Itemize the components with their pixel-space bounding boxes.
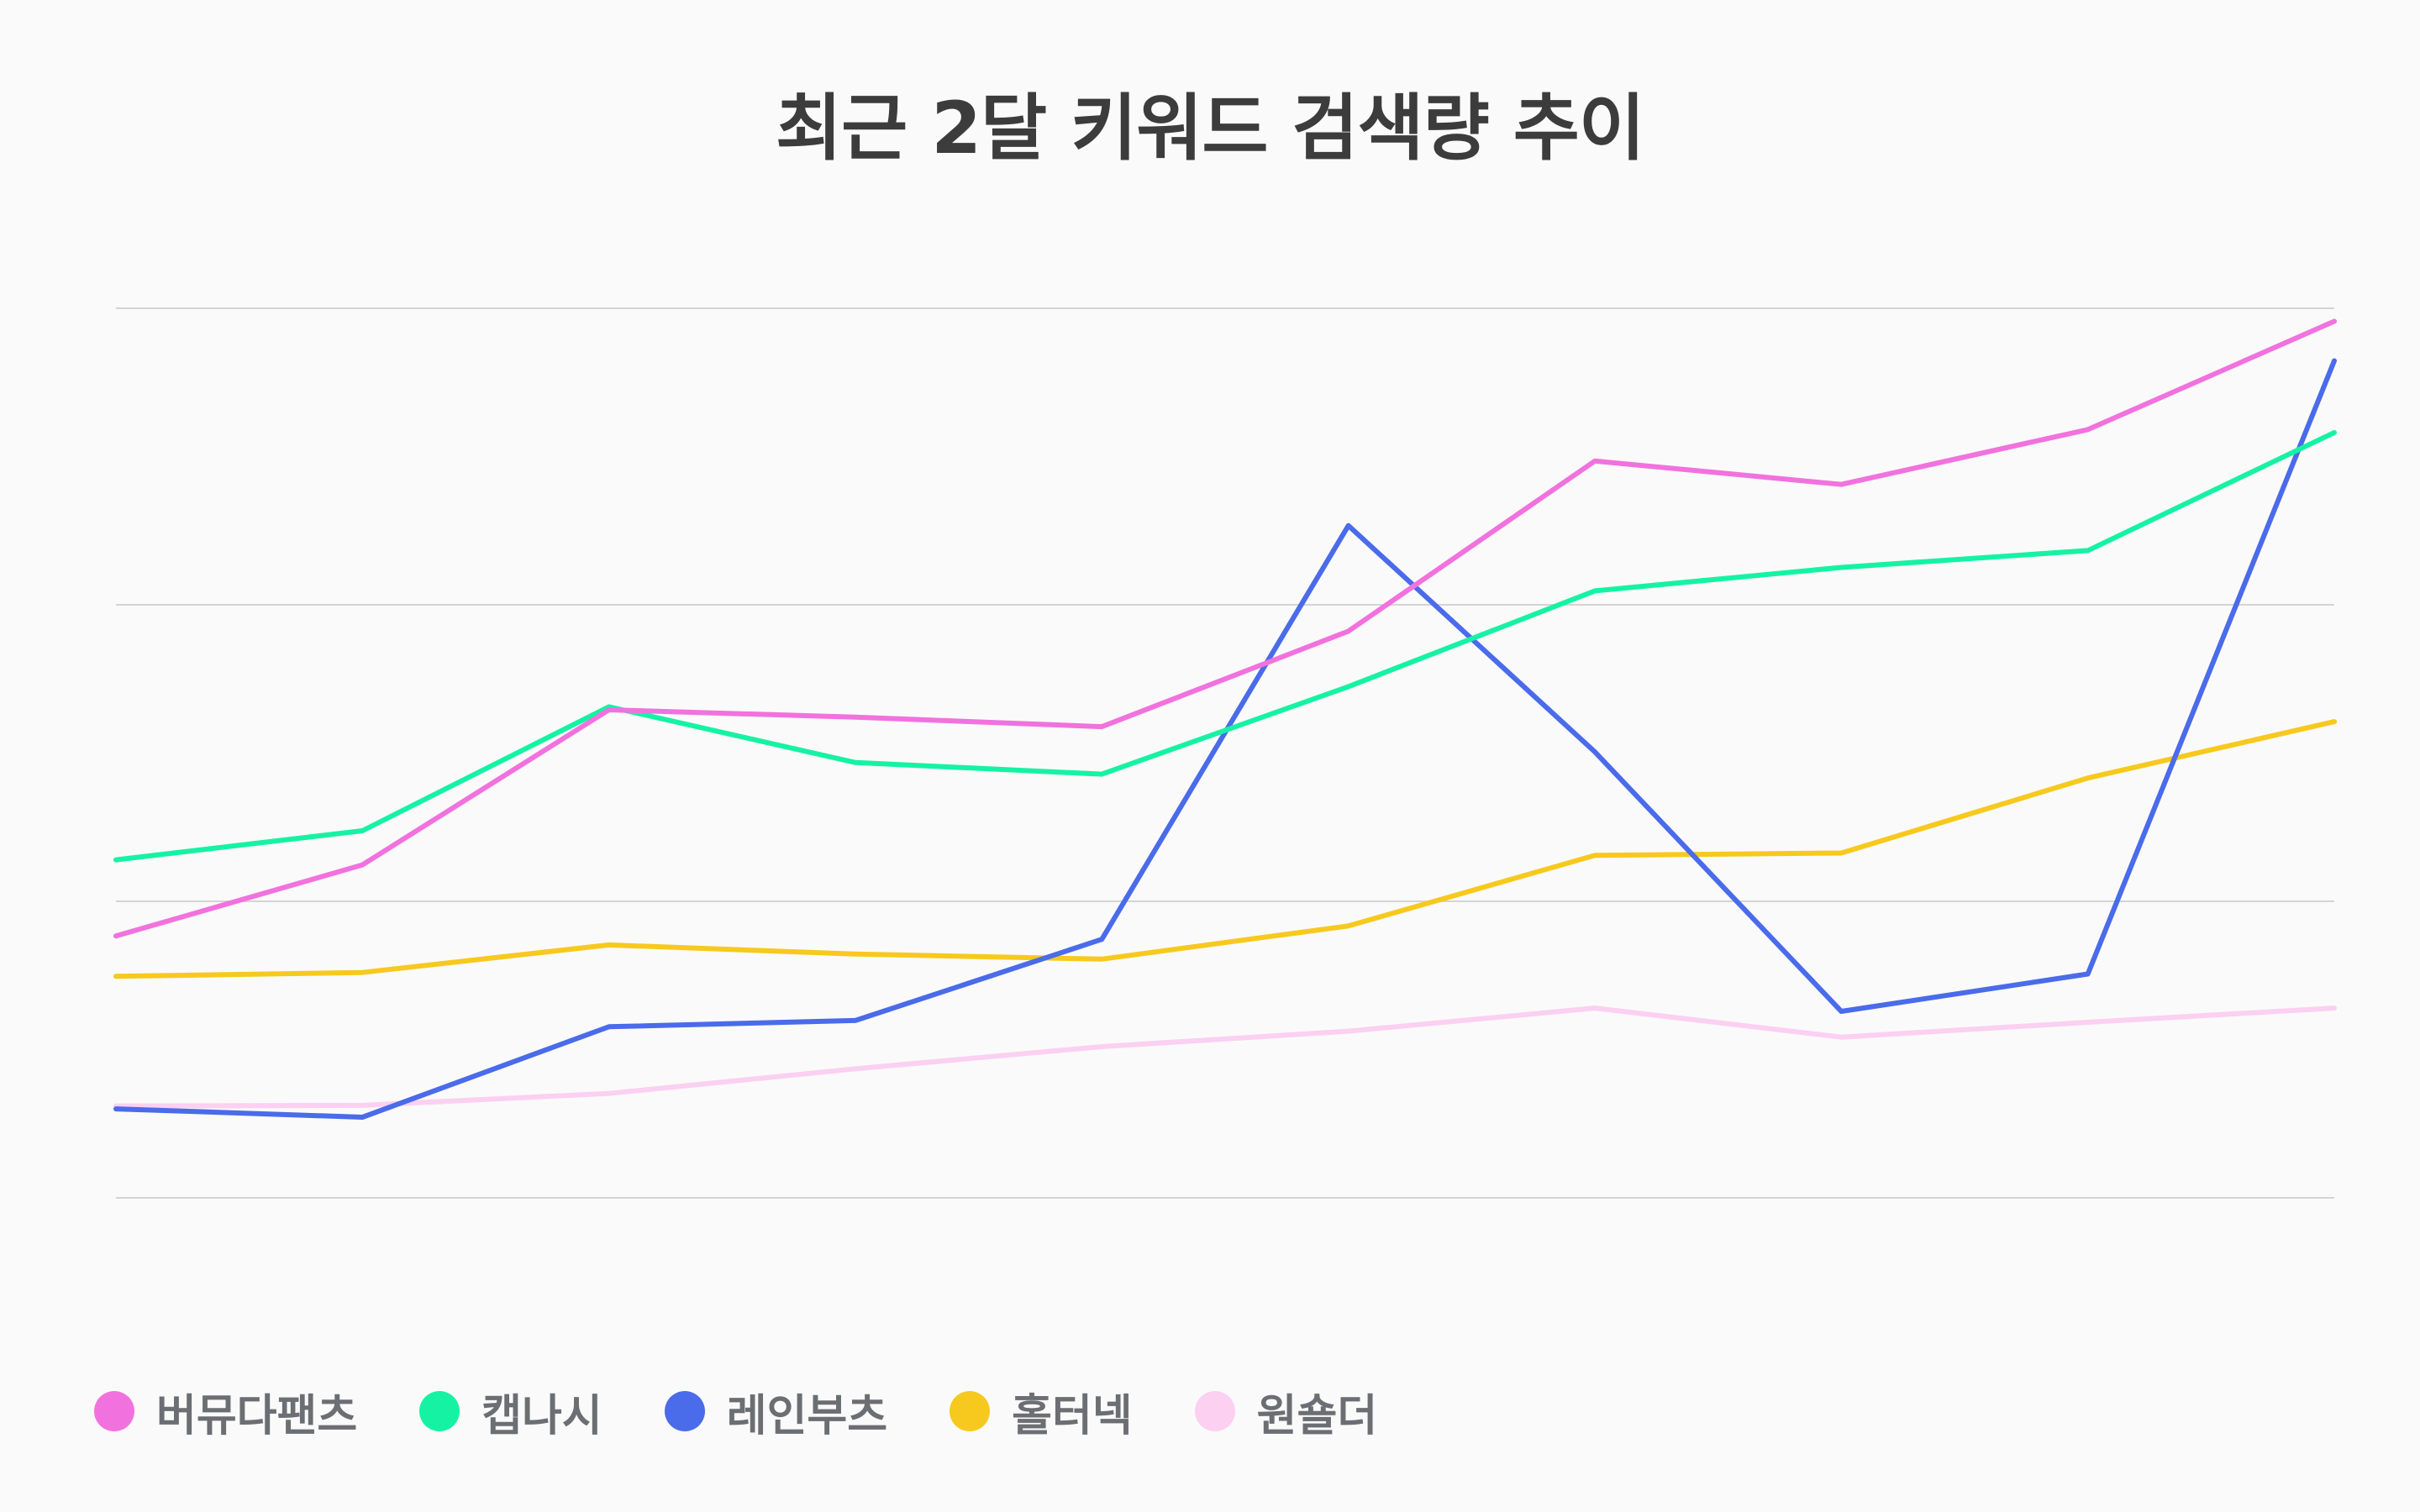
legend-item[interactable]: 원숄더 bbox=[1194, 1380, 1378, 1443]
series-lines bbox=[113, 318, 2337, 1120]
series-line-홀터넥 bbox=[113, 719, 2337, 979]
legend: 버뮤다팬츠 캡나시 레인부츠 홀터넥 원숄더 bbox=[94, 1378, 1439, 1445]
chart-title: 최근 2달 키워드 검색량 추이 bbox=[776, 87, 1645, 171]
series-line-버뮤다팬츠 bbox=[113, 318, 2337, 939]
gridlines bbox=[116, 307, 2334, 1199]
legend-label: 캡나시 bbox=[481, 1390, 602, 1441]
legend-swatch bbox=[1194, 1391, 1235, 1431]
series-line-원숄더 bbox=[113, 1005, 2337, 1109]
legend-item[interactable]: 캡나시 bbox=[419, 1380, 602, 1443]
legend-item[interactable]: 홀터넥 bbox=[950, 1380, 1133, 1443]
series-line-캡나시 bbox=[113, 429, 2337, 863]
legend-label: 홀터넥 bbox=[1012, 1390, 1133, 1441]
legend-label: 레인부츠 bbox=[726, 1390, 888, 1441]
legend-swatch bbox=[419, 1391, 460, 1431]
legend-label: 원숄더 bbox=[1256, 1390, 1378, 1441]
legend-swatch bbox=[94, 1391, 134, 1431]
legend-swatch bbox=[664, 1391, 705, 1431]
legend-item[interactable]: 버뮤다팬츠 bbox=[94, 1380, 357, 1443]
series-line-레인부츠 bbox=[113, 358, 2337, 1120]
legend-item[interactable]: 레인부츠 bbox=[664, 1380, 888, 1443]
legend-swatch bbox=[950, 1391, 991, 1431]
legend-label: 버뮤다팬츠 bbox=[156, 1390, 358, 1441]
